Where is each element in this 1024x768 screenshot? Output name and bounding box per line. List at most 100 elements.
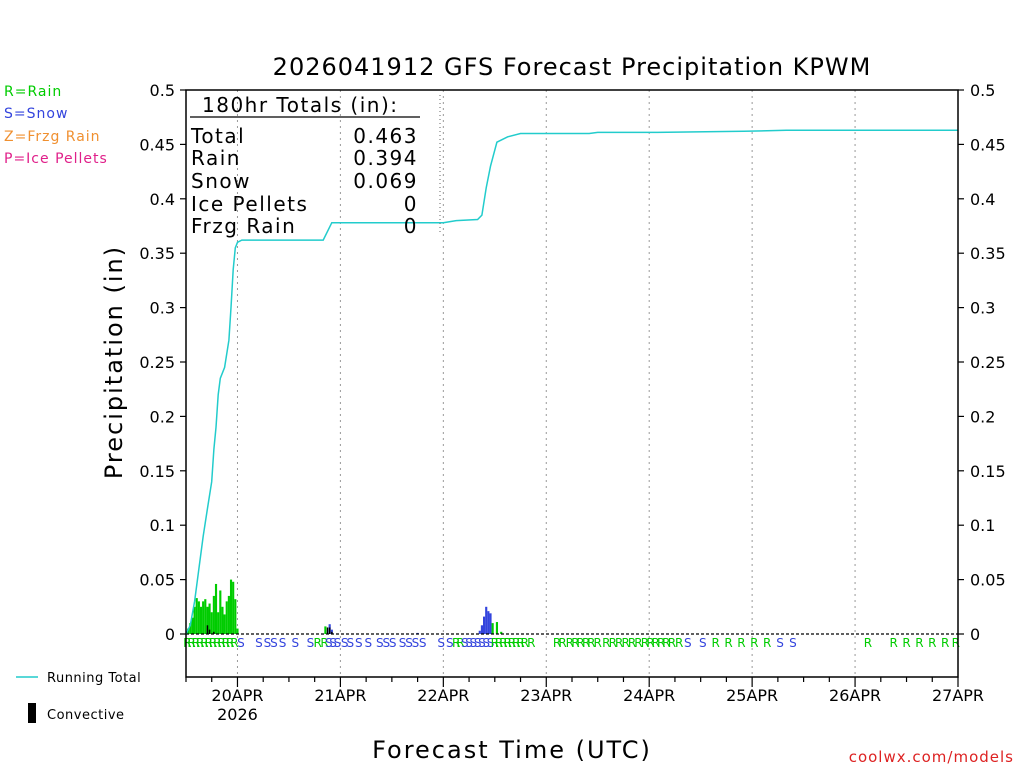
y-tick-label-left: 0.35: [139, 244, 175, 263]
precip-bar: [485, 606, 488, 634]
legend-rain: R=Rain: [4, 84, 62, 100]
precip-type-label: R: [499, 636, 507, 650]
precip-bar: [191, 617, 194, 634]
precip-type-label: R: [571, 636, 579, 650]
y-tick-label-left: 0.5: [150, 81, 175, 100]
y-tick-label-right: 0: [970, 625, 980, 644]
y-tick-label-right: 0.4: [970, 190, 995, 209]
precip-bar: [204, 599, 207, 634]
x-tick-label: 27APR: [932, 686, 984, 705]
totals-label-frzg-rain: Frzg Rain: [191, 214, 296, 238]
precip-bar: [214, 583, 218, 634]
precip-type-label: R: [192, 636, 200, 650]
precip-type-label: R: [320, 636, 328, 650]
precip-type-label: S: [325, 636, 333, 650]
precip-bar: [491, 623, 494, 634]
precip-type-label: R: [200, 636, 208, 650]
precip-type-label: S: [399, 636, 407, 650]
precip-bar: [225, 601, 228, 634]
precip-type-label: R: [675, 636, 683, 650]
convective-bar: [208, 629, 211, 634]
y-tick-label-left: 0: [165, 625, 175, 644]
x-axis-label: Forecast Time (UTC): [372, 736, 652, 764]
precip-type-label: S: [264, 636, 272, 650]
precip-type-label: R: [553, 636, 561, 650]
grid-lines: [236, 90, 856, 677]
precip-type-label: R: [576, 636, 584, 650]
convective-bar: [328, 627, 331, 634]
precip-type-label: S: [364, 636, 372, 650]
precip-bar: [208, 603, 211, 634]
convective-bars: [206, 625, 333, 634]
legend-snow: S=Snow: [4, 106, 68, 122]
precip-type-label: R: [495, 636, 503, 650]
precip-type-label: R: [313, 636, 321, 650]
precip-type-label: S: [446, 636, 454, 650]
precip-type-label: R: [902, 636, 910, 650]
precip-type-label: R: [712, 636, 720, 650]
totals-box: 180hr Totals (in): Total 0.463 Rain 0.39…: [190, 93, 441, 238]
precip-bar: [234, 599, 237, 634]
precip-type-label: R: [527, 636, 535, 650]
totals-header: 180hr Totals (in):: [202, 93, 399, 117]
precip-type-label: R: [452, 636, 460, 650]
totals-value-rain: 0.394: [353, 146, 418, 170]
footer-credit: coolwx.com/models: [849, 748, 1014, 766]
precip-type-label: S: [789, 636, 797, 650]
precip-type-label: R: [187, 636, 195, 650]
precip-bar: [202, 601, 205, 634]
totals-label-rain: Rain: [191, 146, 241, 170]
precip-type-label: R: [456, 636, 464, 650]
precip-type-label: S: [419, 636, 427, 650]
precip-type-label: S: [376, 636, 384, 650]
precip-type-label: R: [503, 636, 511, 650]
precip-bar: [480, 625, 484, 634]
precip-type-label: R: [621, 636, 629, 650]
precip-bar: [487, 611, 490, 634]
precip-type-label: R: [615, 636, 623, 650]
precip-bar: [500, 631, 503, 634]
precip-type-label: S: [461, 636, 469, 650]
precip-type-label: R: [662, 636, 670, 650]
precip-type-label: R: [651, 636, 659, 650]
precip-type-label: R: [641, 636, 649, 650]
y-tick-label-left: 0.05: [139, 571, 175, 590]
precip-type-label: R: [750, 636, 758, 650]
convective-bar: [206, 625, 209, 634]
totals-value-frzg-rain: 0: [404, 214, 418, 238]
precip-type-label: S: [279, 636, 287, 650]
precip-type-label: S: [341, 636, 349, 650]
totals-label-ice-pellets: Ice Pellets: [191, 192, 308, 216]
precip-type-label: S: [292, 636, 300, 650]
precip-bar: [221, 606, 224, 634]
precip-type-label: S: [470, 636, 478, 650]
precip-bar: [236, 628, 239, 634]
precip-type-label: R: [724, 636, 732, 650]
running-total-line: [185, 129, 958, 635]
precip-type-label: R: [491, 636, 499, 650]
precip-type-label: S: [412, 636, 420, 650]
precip-type-label: R: [609, 636, 617, 650]
precip-type-label: R: [952, 636, 960, 650]
legend-ice-pellets: P=Ice Pellets: [4, 151, 108, 167]
precip-bar: [195, 598, 198, 634]
precip-type-label: R: [183, 636, 191, 650]
y-tick-label-right: 0.5: [970, 81, 995, 100]
precip-type-label: R: [928, 636, 936, 650]
precip-type-label: R: [594, 636, 602, 650]
precip-type-label: S: [405, 636, 413, 650]
precip-type-label: S: [474, 636, 482, 650]
legend-convective: Convective: [47, 708, 125, 723]
precip-bar: [324, 626, 327, 634]
precip-type-label: R: [222, 636, 230, 650]
precip-type-label: S: [776, 636, 784, 650]
precip-bar: [212, 595, 215, 634]
totals-value-snow: 0.069: [353, 169, 418, 193]
precip-type-label: R: [646, 636, 654, 650]
precip-type-label: R: [915, 636, 923, 650]
precip-type-label: R: [763, 636, 771, 650]
precip-bar: [197, 601, 200, 634]
precip-type-label: S: [237, 636, 245, 650]
convective-legend-swatch: [28, 703, 36, 723]
